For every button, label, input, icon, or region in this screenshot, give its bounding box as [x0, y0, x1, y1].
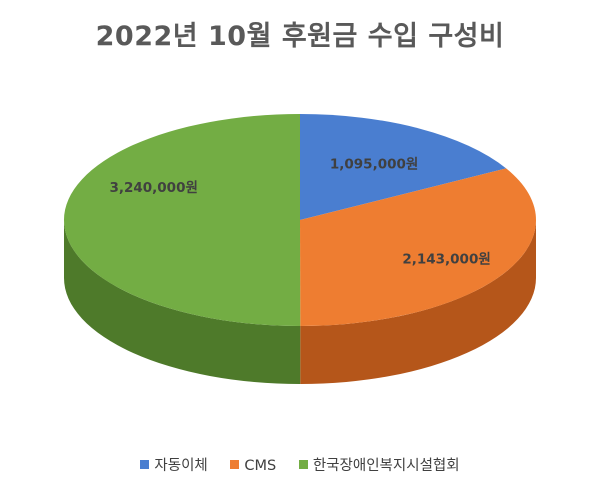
legend-item-auto-transfer: 자동이체 — [140, 454, 208, 475]
slice-association — [63, 114, 301, 326]
slice-cms-side — [300, 220, 536, 384]
data-label: 2,143,000원 — [402, 252, 490, 268]
legend-swatch — [140, 460, 150, 469]
slice-cms — [300, 168, 536, 326]
data-label: 1,095,000원 — [330, 156, 418, 172]
data-label: 3,240,000원 — [109, 180, 197, 196]
slice-association-side — [64, 220, 301, 384]
legend-label: 한국장애인복지시설협회 — [312, 458, 460, 474]
slice-auto-transfer — [300, 114, 507, 220]
legend-swatch — [230, 460, 240, 469]
legend-swatch — [298, 460, 308, 469]
legend-item-association: 한국장애인복지시설협회 — [298, 454, 460, 475]
pie-chart: 1,095,000원 2,143,000원 3,240,000원 — [63, 114, 536, 384]
legend: 자동이체 CMS 한국장애인복지시설협회 — [0, 454, 600, 475]
legend-item-cms: CMS — [230, 458, 276, 474]
legend-label: CMS — [244, 458, 277, 474]
legend-label: 자동이체 — [154, 458, 208, 474]
chart-title: 2022년 10월 후원금 수입 구성비 — [95, 21, 505, 52]
